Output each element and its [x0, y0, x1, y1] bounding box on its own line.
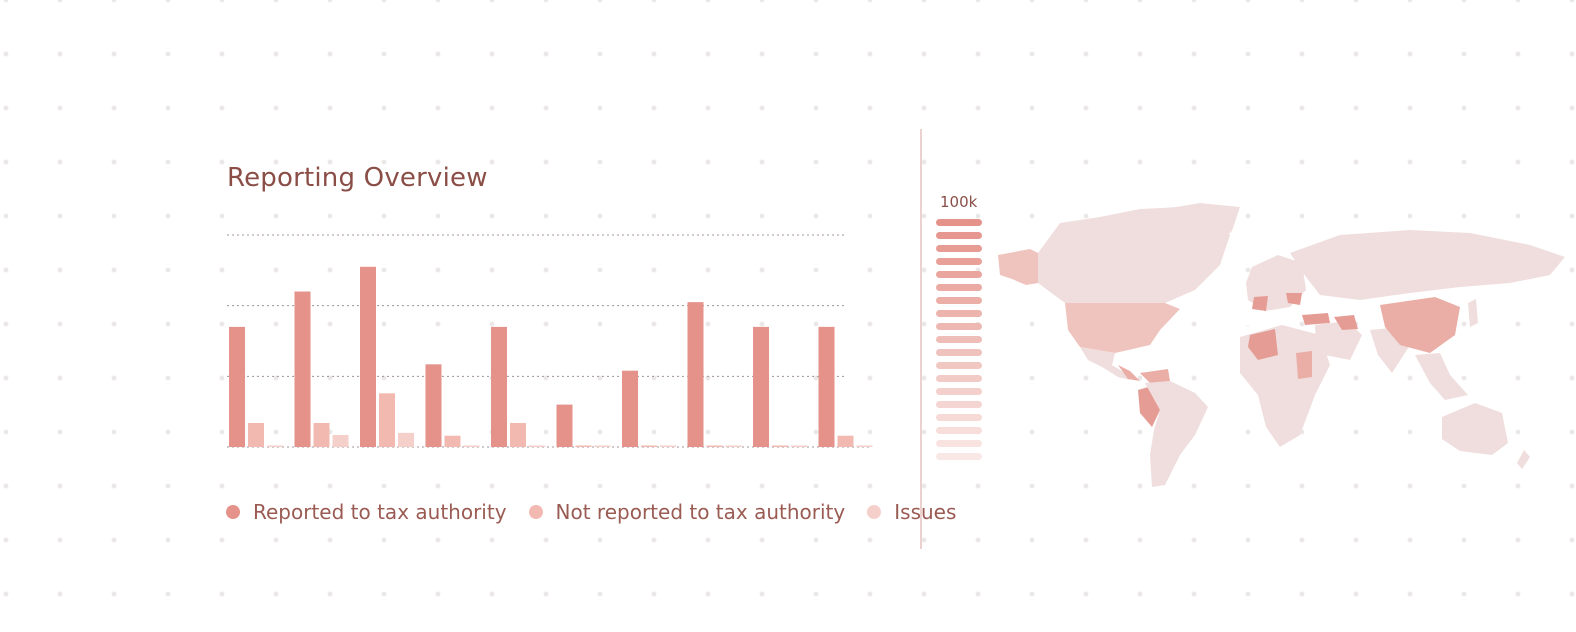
bar-not-reported-2[interactable]: [313, 422, 330, 447]
legend-item-not-reported[interactable]: Not reported to tax authority: [528, 500, 846, 524]
map-region-china: [1380, 297, 1460, 353]
map-region-turkey: [1302, 313, 1330, 325]
legend-dot-reported: [226, 505, 240, 519]
scale-step: [936, 219, 982, 226]
scale-step: [936, 453, 982, 460]
map-region-france: [1252, 296, 1268, 311]
bar-issues-7[interactable]: [660, 445, 676, 448]
map-region-japan: [1468, 299, 1478, 327]
bar-not-reported-9[interactable]: [772, 445, 788, 448]
map-color-scale: [936, 219, 982, 460]
bar-reported-8[interactable]: [687, 302, 704, 447]
bar-issues-3[interactable]: [398, 432, 414, 447]
map-region-alaska: [998, 249, 1038, 285]
world-map: [998, 203, 1565, 487]
bar-reported-1[interactable]: [229, 326, 245, 447]
bar-issues-6[interactable]: [594, 445, 611, 448]
map-region-greenland: [1165, 203, 1240, 275]
scale-step: [936, 232, 982, 239]
bar-issues-5[interactable]: [529, 445, 545, 448]
map-region-mexico: [1080, 347, 1130, 380]
scale-step: [936, 362, 982, 369]
map-region-iberia: [1244, 312, 1260, 327]
panel-divider: [920, 129, 922, 549]
bar-not-reported-6[interactable]: [575, 445, 592, 448]
scale-step: [936, 427, 982, 434]
scale-step: [936, 310, 982, 317]
map-region-australia: [1442, 403, 1508, 455]
scale-step: [936, 323, 982, 330]
bar-reported-6[interactable]: [556, 404, 573, 447]
map-scale-label: 100k: [940, 193, 978, 211]
bar-reported-2[interactable]: [294, 291, 311, 447]
bar-reported-9[interactable]: [753, 326, 769, 447]
bar-chart: [227, 234, 873, 448]
bar-reported-3[interactable]: [360, 266, 376, 447]
map-region-south-america: [1145, 381, 1208, 487]
map-region-sudan: [1296, 351, 1312, 379]
bar-issues-8[interactable]: [725, 445, 742, 448]
scale-step: [936, 284, 982, 291]
bar-issues-9[interactable]: [791, 445, 807, 448]
bar-issues-10[interactable]: [856, 445, 873, 448]
bar-issues-1[interactable]: [267, 445, 283, 448]
map-region-central-america: [1118, 365, 1140, 381]
scale-step: [936, 349, 982, 356]
scale-step: [936, 401, 982, 408]
bar-reported-4[interactable]: [425, 364, 442, 447]
bar-issues-2[interactable]: [332, 434, 349, 447]
legend-dot-issues: [867, 505, 882, 519]
map-region-venezuela: [1140, 369, 1170, 385]
map-region-new-zealand: [1517, 450, 1530, 469]
chart-title: Reporting Overview: [227, 163, 488, 193]
scale-step: [936, 414, 982, 421]
bar-not-reported-10[interactable]: [837, 435, 854, 447]
scale-step: [936, 388, 982, 395]
bar-reported-10[interactable]: [818, 326, 835, 447]
scale-step: [936, 271, 982, 278]
bar-not-reported-3[interactable]: [379, 393, 395, 447]
scale-step: [936, 336, 982, 343]
bar-not-reported-7[interactable]: [641, 445, 657, 448]
map-region-southeast-asia: [1415, 353, 1468, 400]
map-region-balkans: [1286, 293, 1302, 305]
legend-item-reported[interactable]: Reported to tax authority: [226, 500, 507, 524]
map-region-middle-east: [1315, 321, 1362, 360]
legend-label-reported: Reported to tax authority: [253, 500, 507, 524]
scale-step: [936, 297, 982, 304]
map-region-iran: [1334, 315, 1358, 330]
bar-not-reported-5[interactable]: [510, 422, 526, 447]
legend-label-not-reported: Not reported to tax authority: [555, 500, 846, 524]
bar-not-reported-4[interactable]: [444, 435, 461, 447]
scale-step: [936, 440, 982, 447]
scale-step: [936, 258, 982, 265]
legend-dot-not-reported: [528, 505, 543, 519]
map-region-russia: [1290, 230, 1565, 300]
scale-step: [936, 375, 982, 382]
bar-issues-4[interactable]: [463, 445, 480, 448]
chart-legend: Reported to tax authority Not reported t…: [226, 498, 978, 526]
bar-reported-5[interactable]: [491, 326, 507, 447]
bar-reported-7[interactable]: [622, 370, 638, 447]
map-region-algeria: [1248, 329, 1278, 360]
map-region-usa: [1065, 303, 1180, 353]
legend-label-issues: Issues: [894, 500, 957, 524]
bar-not-reported-1[interactable]: [248, 422, 264, 447]
bar-not-reported-8[interactable]: [706, 445, 723, 448]
scale-step: [936, 245, 982, 252]
legend-item-issues[interactable]: Issues: [867, 500, 956, 524]
